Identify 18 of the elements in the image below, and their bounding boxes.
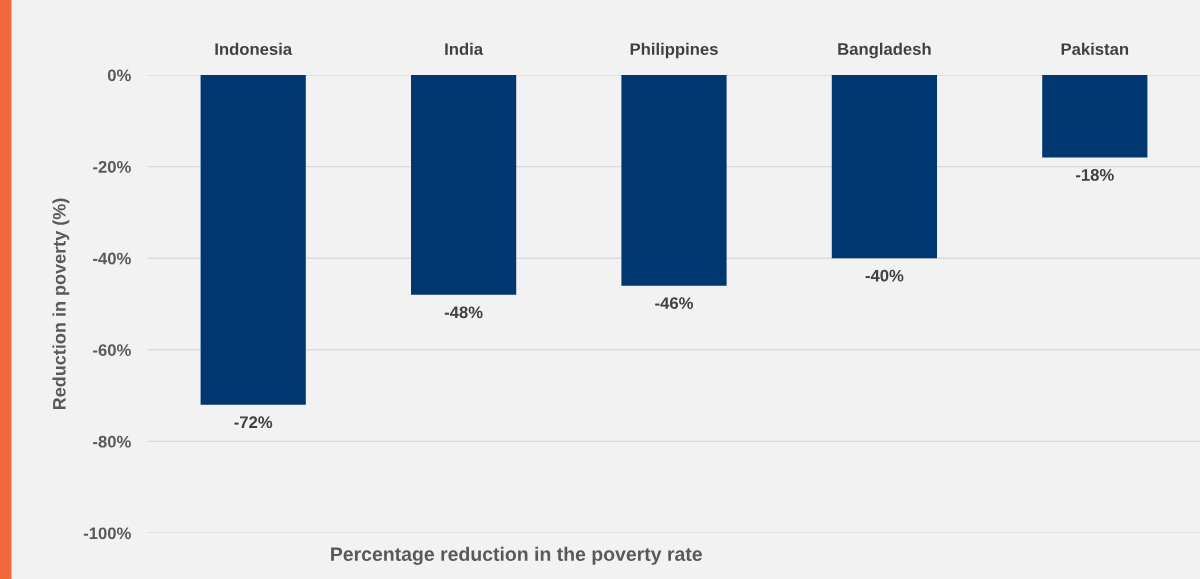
y-tick-label: -40% [93,252,131,265]
data-label: -72% [234,416,273,429]
y-tick-label: -20% [93,161,131,173]
x-tick-label: Pakistan [1061,42,1129,56]
y-tick-label: -100% [83,527,131,540]
data-label: -40% [865,269,904,282]
x-tick-label: Indonesia [215,42,293,56]
y-tick-label: -60% [93,344,131,356]
data-label: -46% [655,297,694,310]
x-axis-title: Percentage reduction in the poverty rate [331,546,702,565]
y-tick-label: -80% [93,435,131,448]
x-tick-label: India [445,42,484,56]
y-tick-label: 0% [107,69,131,82]
x-tick-label: Philippines [630,42,718,59]
data-label: -48% [444,306,483,319]
x-tick-label: Bangladesh [838,42,931,59]
data-label: -18% [1076,168,1114,181]
y-axis-title: Reduction in poverty (%) [52,198,70,410]
